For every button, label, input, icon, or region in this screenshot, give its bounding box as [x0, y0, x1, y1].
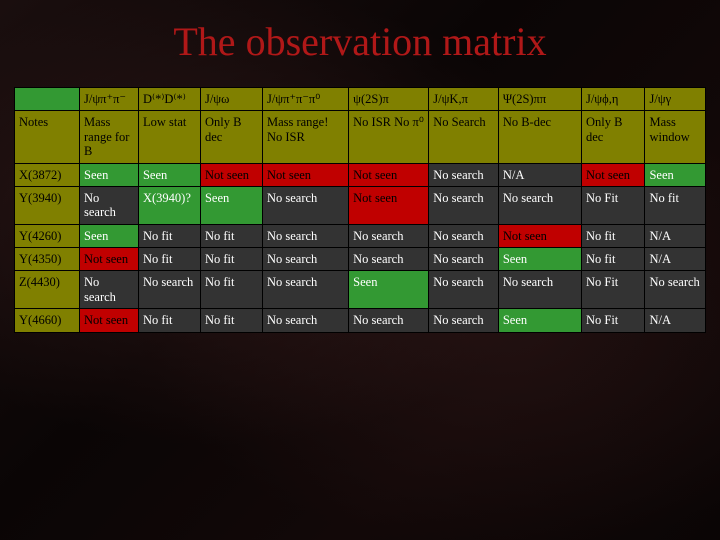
- table-row: Z(4430)No searchNo searchNo fitNo search…: [15, 271, 706, 309]
- cell: No search: [349, 224, 429, 247]
- cell: No fit: [200, 224, 262, 247]
- cell: Seen: [645, 163, 706, 186]
- cell: Seen: [349, 271, 429, 309]
- header-col-1: J/ψπ⁺π⁻: [80, 88, 139, 111]
- row-label: Z(4430): [15, 271, 80, 309]
- cell: Not seen: [349, 186, 429, 224]
- header-col-6: J/ψK,π: [429, 88, 499, 111]
- table-row: Y(4260)SeenNo fitNo fitNo searchNo searc…: [15, 224, 706, 247]
- cell: No fit: [138, 224, 200, 247]
- cell: No search: [80, 271, 139, 309]
- row-label: Notes: [15, 111, 80, 163]
- table-row: Y(4350)Not seenNo fitNo fitNo searchNo s…: [15, 248, 706, 271]
- cell: No search: [262, 271, 348, 309]
- cell: No Fit: [581, 271, 645, 309]
- cell: Not seen: [498, 224, 581, 247]
- cell: Seen: [80, 163, 139, 186]
- cell: Only B dec: [581, 111, 645, 163]
- cell: No search: [498, 271, 581, 309]
- cell: No fit: [200, 271, 262, 309]
- cell: No search: [429, 248, 499, 271]
- cell: Seen: [498, 309, 581, 332]
- cell: No search: [429, 271, 499, 309]
- header-col-4: J/ψπ⁺π⁻π⁰: [262, 88, 348, 111]
- cell: No fit: [138, 248, 200, 271]
- cell: No search: [429, 186, 499, 224]
- cell: Seen: [498, 248, 581, 271]
- cell: No search: [349, 309, 429, 332]
- cell: No fit: [645, 186, 706, 224]
- cell: No ISR No π⁰: [349, 111, 429, 163]
- cell: No search: [262, 248, 348, 271]
- row-label: Y(3940): [15, 186, 80, 224]
- header-col-7: Ψ(2S)ππ: [498, 88, 581, 111]
- cell: No fit: [200, 248, 262, 271]
- header-col-3: J/ψω: [200, 88, 262, 111]
- header-col-8: J/ψϕ,η: [581, 88, 645, 111]
- cell: No fit: [138, 309, 200, 332]
- cell: N/A: [645, 248, 706, 271]
- cell: Low stat: [138, 111, 200, 163]
- cell: Not seen: [349, 163, 429, 186]
- cell: N/A: [498, 163, 581, 186]
- cell: No search: [80, 186, 139, 224]
- cell: Not seen: [80, 248, 139, 271]
- table-row: Y(4660)Not seenNo fitNo fitNo searchNo s…: [15, 309, 706, 332]
- cell: No fit: [581, 248, 645, 271]
- cell: No fit: [581, 224, 645, 247]
- cell: No search: [429, 224, 499, 247]
- cell: N/A: [645, 309, 706, 332]
- header-col-5: ψ(2S)π: [349, 88, 429, 111]
- cell: No B-dec: [498, 111, 581, 163]
- cell: No Fit: [581, 186, 645, 224]
- cell: Seen: [80, 224, 139, 247]
- cell: No search: [645, 271, 706, 309]
- cell: Not seen: [80, 309, 139, 332]
- row-label: Y(4660): [15, 309, 80, 332]
- cell: Not seen: [581, 163, 645, 186]
- cell: No search: [429, 309, 499, 332]
- cell: No search: [138, 271, 200, 309]
- cell: No Fit: [581, 309, 645, 332]
- cell: X(3940)?: [138, 186, 200, 224]
- observation-matrix-wrap: J/ψπ⁺π⁻ D⁽*⁾D⁽*⁾ J/ψω J/ψπ⁺π⁻π⁰ ψ(2S)π J…: [0, 87, 720, 347]
- cell: Only B dec: [200, 111, 262, 163]
- cell: Not seen: [200, 163, 262, 186]
- cell: N/A: [645, 224, 706, 247]
- row-label: X(3872): [15, 163, 80, 186]
- header-blank: [15, 88, 80, 111]
- page-title: The observation matrix: [0, 0, 720, 87]
- row-label: Y(4260): [15, 224, 80, 247]
- header-col-9: J/ψγ: [645, 88, 706, 111]
- row-label: Y(4350): [15, 248, 80, 271]
- cell: Mass window: [645, 111, 706, 163]
- cell: No search: [498, 186, 581, 224]
- header-row: J/ψπ⁺π⁻ D⁽*⁾D⁽*⁾ J/ψω J/ψπ⁺π⁻π⁰ ψ(2S)π J…: [15, 88, 706, 111]
- cell: Not seen: [262, 163, 348, 186]
- header-col-2: D⁽*⁾D⁽*⁾: [138, 88, 200, 111]
- cell: Mass range for B: [80, 111, 139, 163]
- cell: Seen: [200, 186, 262, 224]
- cell: No Search: [429, 111, 499, 163]
- cell: No search: [262, 309, 348, 332]
- cell: No search: [349, 248, 429, 271]
- table-row: X(3872)SeenSeenNot seenNot seenNot seenN…: [15, 163, 706, 186]
- table-row: Y(3940)No searchX(3940)?SeenNo searchNot…: [15, 186, 706, 224]
- cell: No fit: [200, 309, 262, 332]
- cell: Seen: [138, 163, 200, 186]
- table-row: NotesMass range for BLow statOnly B decM…: [15, 111, 706, 163]
- cell: No search: [429, 163, 499, 186]
- cell: Mass range! No ISR: [262, 111, 348, 163]
- cell: No search: [262, 224, 348, 247]
- observation-matrix-table: J/ψπ⁺π⁻ D⁽*⁾D⁽*⁾ J/ψω J/ψπ⁺π⁻π⁰ ψ(2S)π J…: [14, 87, 706, 333]
- cell: No search: [262, 186, 348, 224]
